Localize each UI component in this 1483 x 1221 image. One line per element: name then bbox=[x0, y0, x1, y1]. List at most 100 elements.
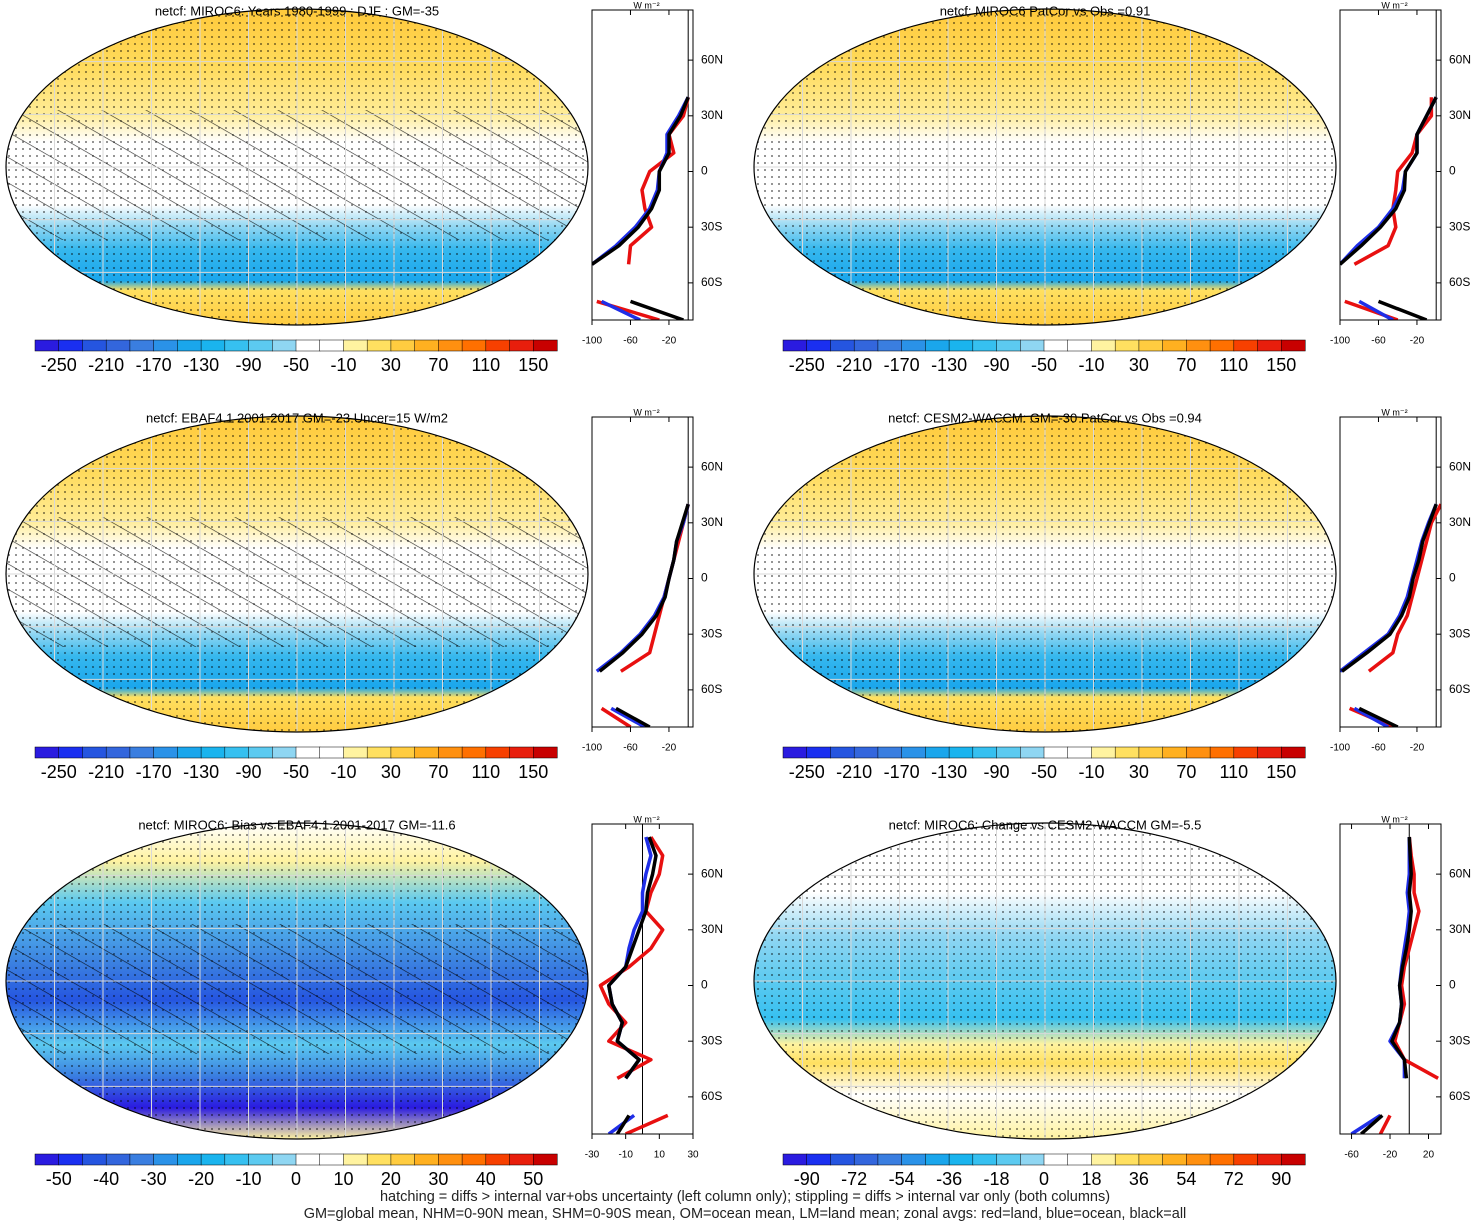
colorbar-swatch bbox=[129, 339, 155, 352]
colorbar-swatch bbox=[1043, 746, 1069, 759]
colorbar-swatch bbox=[972, 339, 998, 352]
y-tick-label: 30S bbox=[1449, 1033, 1470, 1047]
colorbar-swatch bbox=[272, 339, 297, 352]
colorbar-swatch bbox=[1209, 746, 1235, 759]
colorbar-label: 150 bbox=[518, 355, 548, 375]
colorbar-swatch bbox=[1091, 1153, 1116, 1166]
colorbar-swatch bbox=[295, 1153, 321, 1166]
colorbar-swatch bbox=[414, 339, 439, 352]
colorbar-label: 150 bbox=[1266, 355, 1296, 375]
colorbar-swatch bbox=[177, 339, 202, 352]
map-border bbox=[753, 8, 1337, 326]
colorbar-label: 54 bbox=[1176, 1169, 1196, 1189]
colorbar-swatch bbox=[509, 1153, 534, 1166]
x-tick-label: -20 bbox=[1383, 1150, 1398, 1161]
colorbar-label: -90 bbox=[794, 1169, 820, 1189]
colorbar-swatch bbox=[509, 339, 534, 352]
map-border bbox=[5, 8, 589, 326]
colorbar-swatch bbox=[366, 339, 392, 352]
colorbar-swatch bbox=[200, 339, 226, 352]
unit-label: W m⁻² bbox=[1381, 814, 1407, 824]
colorbar-label: 110 bbox=[471, 762, 500, 782]
colorbar-swatch bbox=[319, 746, 345, 759]
colorbar-swatch bbox=[1233, 339, 1259, 352]
colorbar-swatch bbox=[1257, 1153, 1282, 1166]
colorbar-swatch bbox=[948, 746, 974, 759]
colorbar-swatch bbox=[390, 339, 416, 352]
colorbar-swatch bbox=[34, 1153, 60, 1166]
colorbar-swatch bbox=[58, 746, 84, 759]
colorbar-swatch bbox=[806, 746, 832, 759]
colorbar-label: 10 bbox=[333, 1169, 353, 1189]
unit-label: W m⁻² bbox=[633, 407, 659, 417]
colorbar-label: 30 bbox=[381, 762, 401, 782]
colorbar-swatch bbox=[1043, 1153, 1069, 1166]
x-tick-label: -60 bbox=[1344, 1150, 1359, 1161]
x-tick-label: -20 bbox=[1410, 336, 1425, 347]
colorbar-swatch bbox=[485, 1153, 511, 1166]
y-tick-label: 60N bbox=[701, 52, 723, 66]
colorbar-swatch bbox=[248, 339, 273, 352]
colorbar-swatch bbox=[485, 339, 511, 352]
colorbar-label: -54 bbox=[889, 1169, 915, 1189]
colorbar-swatch bbox=[153, 746, 178, 759]
colorbar-swatch bbox=[925, 1153, 950, 1166]
colorbar-swatch bbox=[901, 746, 926, 759]
colorbar-swatch bbox=[925, 746, 950, 759]
colorbar-label: -50 bbox=[1031, 355, 1057, 375]
colorbar-swatch bbox=[390, 1153, 416, 1166]
colorbar-swatch bbox=[1091, 746, 1116, 759]
colorbar-label: 72 bbox=[1224, 1169, 1244, 1189]
y-tick-label: 30S bbox=[701, 626, 722, 640]
x-tick-label: -20 bbox=[662, 743, 677, 754]
zonal-line bbox=[1340, 96, 1438, 320]
colorbar-swatch bbox=[901, 339, 926, 352]
colorbar-label: 70 bbox=[1176, 355, 1196, 375]
colorbar-swatch bbox=[1138, 746, 1164, 759]
colorbar-swatch bbox=[153, 339, 178, 352]
colorbar-label: 70 bbox=[428, 762, 448, 782]
colorbar-label: -10 bbox=[330, 355, 356, 375]
y-tick-label: 60N bbox=[1449, 866, 1471, 880]
colorbar-label: -10 bbox=[330, 762, 356, 782]
colorbar-swatch bbox=[461, 339, 487, 352]
colorbar-swatch bbox=[877, 339, 903, 352]
colorbar-label: -50 bbox=[283, 355, 309, 375]
colorbar-swatch bbox=[1162, 746, 1187, 759]
colorbar-label: -210 bbox=[836, 355, 872, 375]
colorbar-swatch bbox=[830, 746, 855, 759]
colorbar-label: 30 bbox=[428, 1169, 448, 1189]
y-tick-label: 0 bbox=[701, 164, 708, 178]
colorbar-swatch bbox=[129, 746, 155, 759]
zonal-line bbox=[598, 836, 669, 1134]
colorbar-label: -72 bbox=[841, 1169, 867, 1189]
colorbar-swatch bbox=[1114, 339, 1140, 352]
map-border bbox=[5, 822, 589, 1140]
x-tick-label: -60 bbox=[1371, 336, 1386, 347]
colorbar-swatch bbox=[295, 339, 321, 352]
colorbar-label: 36 bbox=[1129, 1169, 1149, 1189]
colorbar-swatch bbox=[82, 339, 107, 352]
colorbar-swatch bbox=[972, 1153, 998, 1166]
zonal-line bbox=[600, 503, 690, 727]
profile-frame bbox=[1339, 416, 1442, 728]
x-tick-label: -20 bbox=[1410, 743, 1425, 754]
profile-lines bbox=[1340, 503, 1441, 727]
y-tick-label: 0 bbox=[1449, 978, 1456, 992]
x-tick-label: 20 bbox=[1423, 1150, 1435, 1161]
zonal-line bbox=[1340, 503, 1438, 727]
colorbar-label: 110 bbox=[1219, 355, 1248, 375]
colorbar-swatch bbox=[972, 746, 998, 759]
colorbar-swatch bbox=[1138, 1153, 1164, 1166]
colorbar-swatch bbox=[224, 746, 250, 759]
colorbar-swatch bbox=[806, 339, 832, 352]
colorbar-label: -130 bbox=[183, 355, 219, 375]
colorbar-label: 150 bbox=[1266, 762, 1296, 782]
colorbar-label: -170 bbox=[136, 762, 172, 782]
colorbar-label: -250 bbox=[789, 762, 825, 782]
colorbar-swatch bbox=[224, 1153, 250, 1166]
colorbar-label: -30 bbox=[141, 1169, 167, 1189]
profile-lines bbox=[1340, 96, 1438, 320]
colorbar-swatch bbox=[177, 746, 202, 759]
